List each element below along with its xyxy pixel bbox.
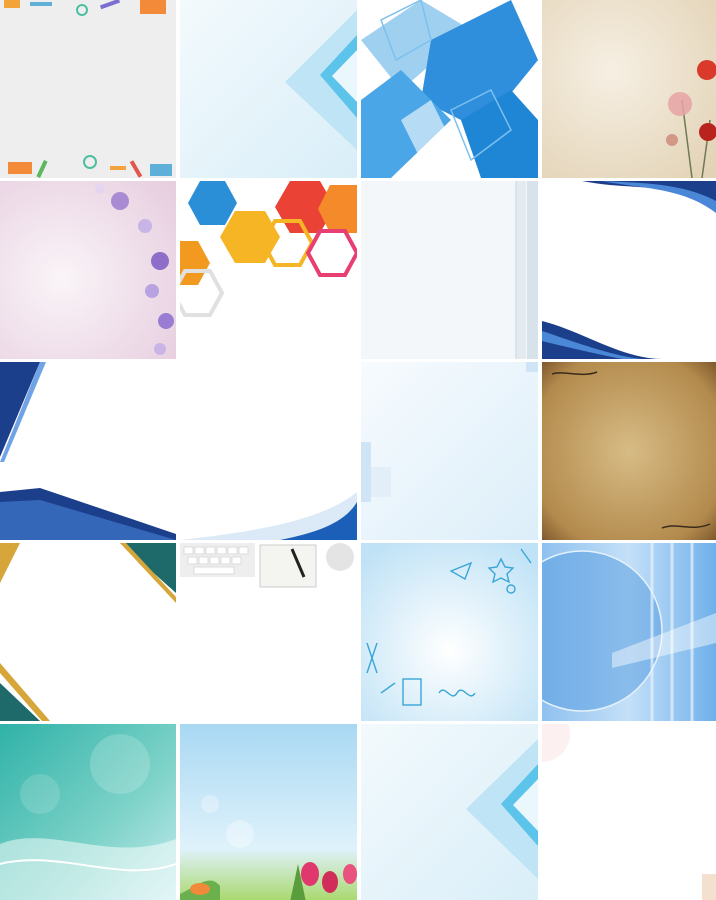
thumbnail-stationery[interactable] [0, 0, 176, 178]
stationery-image [0, 0, 176, 178]
thumbnail-navy-diagonal[interactable] [0, 362, 176, 540]
keyboard-notebook-image [180, 543, 357, 721]
vintage-poppy-image [542, 0, 716, 178]
navy-diagonal-image [0, 362, 176, 540]
light-blue-corner-image-2 [361, 724, 538, 900]
digital-globe-image [542, 543, 716, 721]
thumbnail-teal-bokeh-wave[interactable] [0, 724, 176, 900]
thumbnail-light-blue-corner[interactable] [180, 0, 357, 178]
spring-tulip-image [180, 724, 357, 900]
thumbnail-plain-white[interactable] [542, 724, 716, 900]
thumbnail-spring-tulip[interactable] [180, 724, 357, 900]
pale-blue-panel-image [361, 181, 538, 359]
thumbnail-pale-blue-panel[interactable] [361, 181, 538, 359]
thumbnail-vintage-poppy[interactable] [542, 0, 716, 178]
thumbnail-digital-globe[interactable] [542, 543, 716, 721]
teal-bokeh-wave-image [0, 724, 176, 900]
thumbnail-keyboard-notebook[interactable] [180, 543, 357, 721]
light-blue-corner-image [180, 0, 357, 178]
thumbnail-light-blue-corner-2[interactable] [361, 724, 538, 900]
colorful-hexagon-image [180, 181, 357, 359]
gold-teal-diamond-image [0, 543, 176, 721]
school-doodle-image [361, 543, 538, 721]
blue-geometric-image [361, 0, 538, 178]
thumbnail-white-blue-curve[interactable] [180, 362, 357, 540]
white-blue-curve-image [180, 362, 357, 540]
thumbnail-blue-geometric[interactable] [361, 0, 538, 178]
lilac-floral-image [0, 181, 176, 359]
thumbnail-colorful-hexagon[interactable] [180, 181, 357, 359]
old-parchment-image [542, 362, 716, 540]
thumbnail-gold-teal-diamond[interactable] [0, 543, 176, 721]
blue-wave-frame-image [542, 181, 716, 359]
thumbnail-old-parchment[interactable] [542, 362, 716, 540]
thumbnail-blue-wave-frame[interactable] [542, 181, 716, 359]
thumbnail-school-doodle[interactable] [361, 543, 538, 721]
plain-white-image [542, 724, 716, 900]
thumbnail-lilac-floral[interactable] [0, 181, 176, 359]
thumbnail-soft-blue-gradient[interactable] [361, 362, 538, 540]
soft-blue-gradient-image [361, 362, 538, 540]
